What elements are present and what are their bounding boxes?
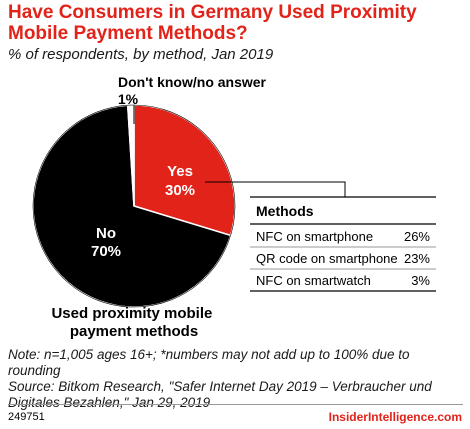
- method-row-2-label: QR code on smartphone: [256, 251, 398, 266]
- pie-chart: Don't know/no answer 1% Yes 30% No 70% U…: [32, 74, 436, 340]
- chart-title: Have Consumers in Germany Used Proximity…: [8, 2, 417, 44]
- dont-know-label: Don't know/no answer: [118, 74, 267, 90]
- footer-divider: [8, 404, 463, 405]
- note-text: Note: n=1,005 ages 16+; *numbers may not…: [8, 347, 410, 378]
- method-row-3-label: NFC on smartwatch: [256, 273, 371, 288]
- method-row-1-value: 26%: [404, 229, 430, 244]
- no-label: No: [96, 225, 116, 242]
- pie-slices: [32, 104, 236, 308]
- method-row-1-label: NFC on smartphone: [256, 229, 373, 244]
- chart-notes: Note: n=1,005 ages 16+; *numbers may not…: [8, 347, 463, 411]
- methods-connector: [205, 181, 346, 197]
- method-row-3-value: 3%: [411, 273, 430, 288]
- dont-know-value: 1%: [118, 91, 139, 107]
- chart-id: 249751: [8, 411, 45, 423]
- brand-logo-text: InsiderIntelligence.com: [328, 410, 462, 424]
- no-value: 70%: [91, 243, 121, 260]
- source-text: Source: Bitkom Research, "Safer Internet…: [8, 379, 432, 410]
- yes-label: Yes: [167, 163, 193, 180]
- chart-subtitle: % of respondents, by method, Jan 2019: [8, 46, 274, 63]
- methods-table: Methods NFC on smartphone 26% QR code on…: [250, 196, 436, 292]
- method-row-2-value: 23%: [404, 251, 430, 266]
- pie-caption: Used proximity mobile payment methods: [51, 305, 216, 340]
- yes-value: 30%: [165, 182, 195, 199]
- methods-header: Methods: [256, 203, 314, 219]
